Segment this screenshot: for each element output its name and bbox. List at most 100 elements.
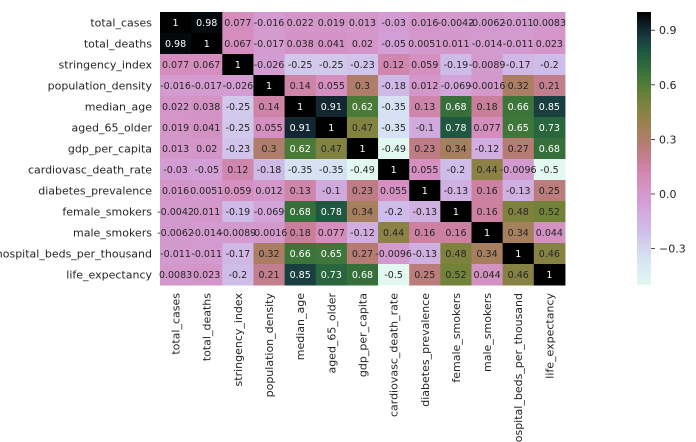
heatmap-cell-6-5 [315, 138, 348, 160]
heatmap-cell-5-10 [471, 117, 504, 139]
heatmap-cell-12-5 [315, 264, 348, 286]
cell-annotation-11-3: 0.32 [258, 249, 279, 260]
heatmap-cell-1-5 [315, 33, 348, 55]
y-tick-label-3: population_density [48, 80, 153, 93]
heatmap-cell-2-6 [346, 54, 379, 76]
cell-annotation-8-4: 0.13 [290, 186, 311, 197]
y-tick-label-7: cardiovasc_death_rate [28, 164, 152, 177]
heatmap-cell-9-0 [160, 201, 192, 223]
cell-annotation-5-8: -0.1 [416, 123, 435, 134]
heatmap-cell-4-10 [471, 96, 504, 118]
cell-annotation-5-10: 0.077 [473, 123, 500, 134]
cell-annotation-7-9: -0.2 [447, 165, 466, 176]
x-tick-label-1: total_deaths [201, 293, 214, 361]
cell-annotation-9-10: 0.16 [476, 207, 497, 218]
heatmap-cell-7-12 [533, 159, 566, 181]
colorbar-bar [637, 12, 651, 285]
heatmap-cell-5-8 [409, 117, 441, 139]
heatmap-cell-8-2 [222, 180, 254, 202]
cell-annotation-6-0: 0.013 [162, 144, 189, 155]
cell-annotation-7-4: -0.35 [288, 165, 313, 176]
cell-annotation-11-6: 0.27 [352, 249, 373, 260]
colorbar-tick-label-4: −0.3 [659, 243, 686, 256]
cell-annotation-8-6: 0.23 [352, 186, 373, 197]
heatmap-cell-5-6 [346, 117, 379, 139]
cell-annotation-5-12: 0.73 [539, 123, 560, 134]
cell-annotation-12-2: -0.2 [229, 270, 248, 281]
heatmap-cell-6-1 [191, 138, 223, 160]
heatmap-cell-11-0 [160, 243, 192, 265]
heatmap-cell-6-9 [440, 138, 472, 160]
cell-annotation-4-0: 0.022 [162, 102, 189, 113]
cell-annotation-8-12: 0.25 [539, 186, 560, 197]
cell-annotation-1-4: 0.038 [287, 39, 314, 50]
cell-annotation-6-11: 0.27 [508, 144, 529, 155]
cell-annotation-6-3: 0.3 [261, 144, 276, 155]
heatmap-cell-1-0 [160, 33, 192, 55]
cell-annotation-10-1: -0.014 [191, 228, 222, 239]
heatmap-cell-2-1 [191, 54, 223, 76]
heatmap-cell-0-11 [502, 12, 535, 34]
heatmap-cell-5-7 [378, 117, 410, 139]
heatmap-cell-3-5 [315, 75, 348, 97]
cell-annotation-3-0: -0.016 [160, 81, 191, 92]
cell-annotation-3-11: 0.32 [508, 81, 529, 92]
heatmap-cell-8-7 [378, 180, 410, 202]
cell-annotation-9-7: -0.2 [384, 207, 403, 218]
cell-annotation-4-1: 0.038 [193, 102, 220, 113]
cell-annotation-9-12: 0.52 [539, 207, 560, 218]
heatmap-cell-9-10 [471, 201, 504, 223]
heatmap-cell-1-2 [222, 33, 254, 55]
cell-annotation-8-8: 1 [422, 186, 428, 197]
cell-annotation-6-5: 0.47 [321, 144, 342, 155]
cell-annotation-0-3: -0.016 [254, 18, 285, 29]
heatmap-cell-9-9 [440, 201, 472, 223]
heatmap-cell-2-3 [253, 54, 286, 76]
heatmap-cell-0-7 [378, 12, 410, 34]
cell-annotation-0-7: -0.03 [381, 18, 406, 29]
heatmap-cell-0-9 [440, 12, 472, 34]
cell-annotation-3-10: -0.0016 [469, 81, 506, 92]
cell-annotation-7-12: -0.5 [540, 165, 559, 176]
cell-annotation-7-6: -0.49 [350, 165, 375, 176]
cell-annotation-6-8: 0.23 [414, 144, 435, 155]
heatmap-cell-11-1 [191, 243, 223, 265]
heatmap-cell-2-12 [533, 54, 566, 76]
cell-annotation-3-1: -0.017 [191, 81, 222, 92]
heatmap-cell-2-0 [160, 54, 192, 76]
heatmap-cell-8-11 [502, 180, 535, 202]
heatmap-cell-5-4 [284, 117, 317, 139]
cell-annotation-3-12: 0.21 [539, 81, 560, 92]
cell-annotation-4-11: 0.66 [508, 102, 529, 113]
heatmap-cell-11-7 [378, 243, 410, 265]
heatmap-cell-12-12 [533, 264, 566, 286]
cell-annotation-4-10: 0.18 [476, 102, 497, 113]
heatmap-cell-4-3 [253, 96, 286, 118]
heatmap-cell-9-8 [409, 201, 441, 223]
heatmap-cell-11-11 [502, 243, 535, 265]
x-tick-label-2: stringency_index [232, 293, 245, 387]
heatmap-cell-6-0 [160, 138, 192, 160]
heatmap-cell-0-8 [409, 12, 441, 34]
heatmap-cell-9-12 [533, 201, 566, 223]
cell-annotation-6-7: -0.49 [381, 144, 406, 155]
colorbar: 0.9 0.6 0.3 0.0 −0.3 [637, 12, 686, 285]
heatmap-cell-2-11 [502, 54, 535, 76]
cell-annotation-5-6: 0.47 [352, 123, 373, 134]
cell-annotation-6-2: -0.23 [226, 144, 251, 155]
heatmap-cell-3-0 [160, 75, 192, 97]
cell-annotation-12-8: 0.25 [414, 270, 435, 281]
cell-annotation-10-8: 0.16 [414, 228, 435, 239]
heatmap-cell-0-10 [471, 12, 504, 34]
heatmap-cell-7-6 [346, 159, 379, 181]
x-tick-label-10: male_smokers [481, 293, 494, 372]
cell-annotation-6-10: -0.12 [475, 144, 500, 155]
heatmap-cell-10-4 [284, 222, 317, 244]
cell-annotation-0-9: -0.0042 [438, 18, 475, 29]
cell-annotation-2-12: -0.2 [540, 60, 559, 71]
cell-annotation-4-3: 0.14 [258, 102, 279, 113]
heatmap-cell-12-9 [440, 264, 472, 286]
heatmap-cell-0-1 [191, 12, 223, 34]
cell-annotation-1-12: 0.023 [536, 39, 563, 50]
cell-annotation-3-6: 0.3 [355, 81, 370, 92]
